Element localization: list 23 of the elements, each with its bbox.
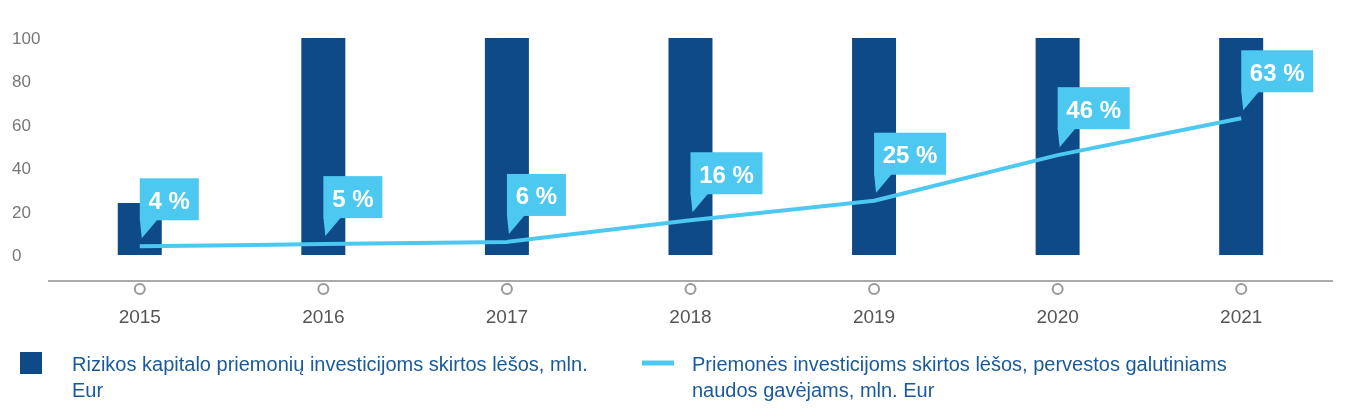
x-tick-label: 2019 — [852, 306, 896, 327]
y-tick-label: 80 — [12, 72, 31, 92]
data-label: 25 % — [882, 141, 938, 169]
legend-label: Rizikos kapitalo priemonių investicijoms skirtos lėšos, mln. Eur — [72, 352, 589, 403]
data-label: 4 % — [148, 186, 190, 214]
x-tick-label: 2020 — [1036, 306, 1079, 327]
x-tick-label: 2017 — [485, 306, 529, 327]
y-tick-label: 0 — [12, 246, 22, 265]
data-label: 63 % — [1249, 58, 1305, 86]
data-label: 5 % — [332, 184, 374, 212]
data-label: 16 % — [699, 160, 754, 188]
legend-label: Priemonės investicijoms skirtos lėšos, pervestos galutiniams naudos gavėjams, mln. Eur — [692, 352, 1228, 403]
data-label: 6 % — [515, 182, 558, 210]
y-tick-label: 100 — [12, 29, 41, 49]
y-tick-label: 20 — [12, 202, 31, 222]
x-tick-label: 2018 — [669, 306, 712, 327]
line-series — [137, 116, 1244, 249]
data-label: 46 % — [1066, 95, 1121, 123]
x-tick-label: 2016 — [302, 306, 345, 327]
y-tick-label: 60 — [12, 115, 31, 135]
y-tick-label: 40 — [12, 159, 31, 179]
x-tick-label: 2021 — [1220, 306, 1263, 327]
x-tick-label: 2015 — [118, 306, 161, 327]
